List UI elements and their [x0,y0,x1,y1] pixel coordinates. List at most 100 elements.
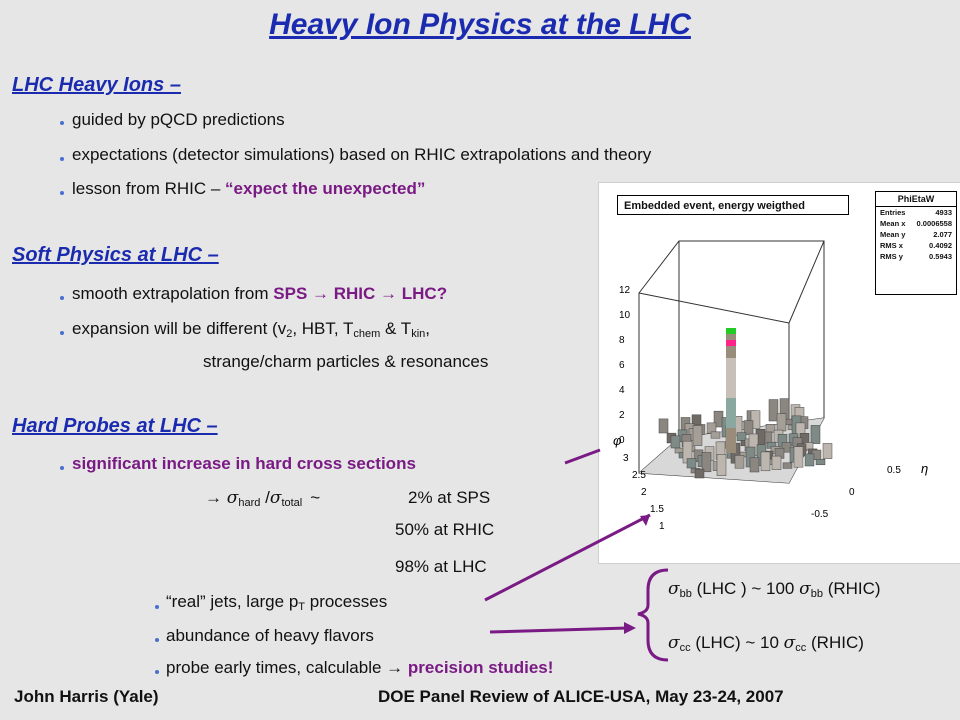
bullet-smooth-extrapolation: smooth extrapolation from SPS → RHIC → L… [72,284,447,304]
lego-bar [760,451,771,472]
bullet-real-jets: “real” jets, large pT processes [166,592,388,613]
probe-text: probe early times, calculable [166,658,387,677]
bullet-dot [60,466,64,470]
peak-top-green [726,328,736,334]
bullet-pqcd: guided by pQCD predictions [72,110,285,129]
stats-key: Entries [880,208,906,217]
bullet-probe-early: probe early times, calculable → precisio… [166,658,553,678]
bullet-dot [60,296,64,300]
slide-title: Heavy Ion Physics at the LHC [269,8,691,41]
bullet-expansion: expansion will be different (v2, HBT, Tc… [72,319,430,340]
lego-bar [810,425,821,444]
ratio-lhc: 98% at LHC [395,557,487,576]
eta-axis-label: η [921,461,928,476]
lego-bar [822,443,833,459]
tilde: ~ [310,488,321,507]
bullet-expectations: expectations (detector simulations) base… [72,145,652,164]
lego-bar [670,435,681,449]
peak-segment [726,398,736,428]
stats-value: 2.077 [933,230,952,239]
sigma-icon: σ [668,579,680,599]
sigma-cc-text: (LHC) ~ 10 [690,633,784,652]
arrow-icon: → [386,658,408,677]
stats-key: RMS x [880,241,903,250]
ratio-sps: 2% at SPS [408,488,491,507]
subscript: kin [411,328,426,340]
arrow-icon: → [205,488,227,507]
subscript: bb [679,588,692,600]
lego-bar [765,424,776,433]
arrow-head-icon [624,622,636,634]
stats-title: PhiEtaW [876,192,956,207]
extrapolation-sps: SPS [273,284,308,303]
stats-row: Mean x 0.0006558 [876,218,956,229]
stats-value: 0.0006558 [916,219,952,228]
heading-lhc-heavy-ions: LHC Heavy Ions – [12,74,181,96]
z-tick-label: 8 [619,335,625,346]
lego-plot-panel: Embedded event, energy weigthed PhiEtaW … [598,182,960,564]
lego-bar [815,458,826,466]
lego-bar [674,447,685,454]
lego-bar [749,457,760,473]
phi-tick-label: 2.5 [632,470,646,481]
z-tick-label: 0 [619,435,625,446]
lego-bar [692,425,703,446]
stats-row: Entries 4933 [876,207,956,218]
subscript: cc [679,642,691,654]
lego-bars [658,398,833,479]
lego-bar [694,468,705,479]
footer-author: John Harris (Yale) [14,687,159,706]
subscript: total [281,497,303,509]
lego-bar [716,454,727,476]
stats-row: RMS y 0.5943 [876,251,956,262]
arrow-icon: → [375,284,402,303]
eta-tick-label: 0.5 [887,465,901,476]
peak-magenta [726,340,736,346]
phi-axis-ticks: 32.5 21.5 1 [623,453,665,532]
phi-tick-label: 3 [623,453,629,464]
lego-bar [750,410,761,429]
bullet-heavy-flavors: abundance of heavy flavors [166,626,374,645]
lego-bar [710,431,721,439]
lego-bar [782,462,793,469]
expansion-line2: strange/charm particles & resonances [203,352,489,371]
lego-bar [776,413,787,432]
sigma-icon: σ [783,633,796,653]
z-axis-ticks: 12 10 8 6 4 2 0 [619,285,631,446]
extrapolation-prefix: smooth extrapolation from [72,284,274,303]
frame-edge [788,240,825,324]
bullet-lesson-emphasis: “expect the unexpected” [225,179,426,198]
eta-axis-ticks: 0.5 0 -0.5 [811,465,901,520]
lego-bar [658,418,669,434]
z-tick-label: 12 [619,285,631,296]
peak-segment [726,358,736,398]
bullet-lesson: lesson from RHIC – “expect the unexpecte… [72,179,425,199]
subscript: 2 [286,328,293,340]
lego-bar [701,452,712,473]
phi-tick-label: 1 [659,521,665,532]
sigma-icon: σ [799,579,811,599]
jets-text: processes [305,592,388,611]
lego-bar [771,455,782,470]
extrapolation-rhic: RHIC [333,284,376,303]
expansion-text: & T [380,319,412,338]
bullet-dot [60,157,64,161]
stats-key: Mean y [880,230,906,239]
arrow-line [564,448,601,465]
brace-icon [637,568,669,662]
bullet-dot [60,331,64,335]
sigma-bb-text: (LHC ) ~ 100 [691,579,800,598]
arrow-icon: → [307,284,334,303]
stats-key: RMS y [880,252,903,261]
z-tick-label: 6 [619,360,625,371]
expansion-text: expansion will be different (v [72,319,287,338]
expansion-text: , [425,319,430,338]
subscript: hard [238,497,261,509]
sigma-cc-line: σcc (LHC) ~ 10 σcc (RHIC) [668,633,864,654]
heading-soft-physics: Soft Physics at LHC – [12,244,219,266]
sigma-icon: σ [226,488,239,508]
lego-bar [686,458,697,469]
stats-value: 0.4092 [929,241,952,250]
subscript: cc [795,642,807,654]
